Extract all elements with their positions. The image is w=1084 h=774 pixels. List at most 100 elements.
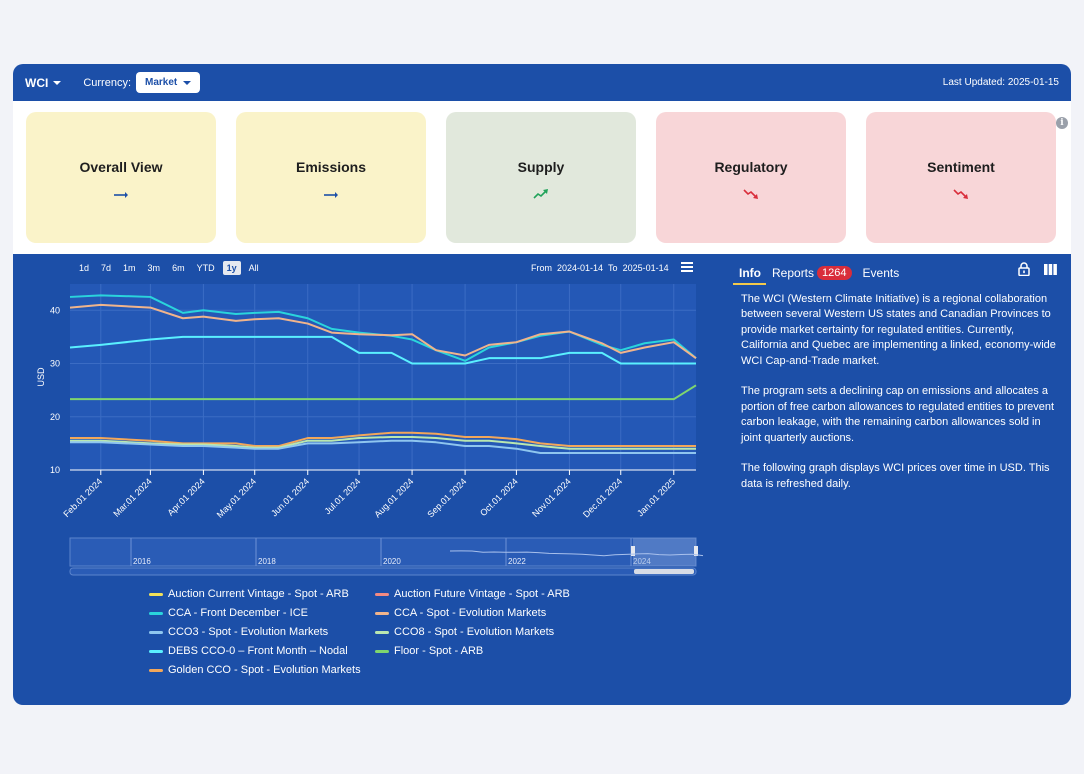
navigator-scrollbar-thumb xyxy=(634,569,694,574)
card-title: Overall View xyxy=(79,158,163,175)
last-updated: Last Updated: 2025-01-15 xyxy=(942,77,1059,88)
legend-label: DEBS CCO-0 – Front Month – Nodal xyxy=(168,645,348,657)
card-regulatory[interactable]: Regulatory xyxy=(656,112,846,243)
legend-item[interactable]: Auction Current Vintage - Spot - ARB xyxy=(149,588,349,600)
arrow-right-icon xyxy=(113,187,129,201)
range-6m[interactable]: 6m xyxy=(172,263,185,273)
navigator-scrollbar xyxy=(69,567,697,576)
tab-label: Events xyxy=(862,266,900,280)
legend-swatch xyxy=(149,611,163,615)
market-selector[interactable]: WCI xyxy=(25,75,62,90)
range-selector: 1d 7d 1m 3m 6m YTD 1y All xyxy=(75,261,263,275)
trending-up-icon xyxy=(533,187,549,201)
to-label: To xyxy=(608,263,618,273)
x-tick-label: May.01 2024 xyxy=(215,476,258,519)
trending-down-icon xyxy=(953,187,969,201)
market-name: WCI xyxy=(25,75,49,90)
legend-label: CCA - Front December - ICE xyxy=(168,607,308,619)
range-3m[interactable]: 3m xyxy=(147,263,161,273)
x-tick-label: Jan.01 2025 xyxy=(635,476,677,518)
legend-swatch xyxy=(375,649,389,653)
legend-item[interactable]: Golden CCO - Spot - Evolution Markets xyxy=(149,664,361,676)
info-panel: Info Reports 1264 Events The WCI (Western… xyxy=(725,254,1071,705)
info-icon[interactable]: i xyxy=(1056,117,1068,129)
info-paragraph: The following graph displays WCI prices … xyxy=(741,462,1050,490)
legend-swatch xyxy=(149,668,163,672)
range-1y[interactable]: 1y xyxy=(222,261,241,275)
x-tick-label: Nov.01 2024 xyxy=(530,476,573,519)
series-line xyxy=(70,431,696,448)
arrow-right-icon xyxy=(323,187,339,201)
currency-select[interactable]: Market xyxy=(136,72,201,93)
x-tick-label: Oct.01 2024 xyxy=(478,476,520,518)
legend-swatch xyxy=(375,611,389,615)
price-chart: 10 20 30 40 USD Feb.01 2024 Mar.01 2024 Apr.01… xyxy=(36,284,704,576)
card-title: Supply xyxy=(517,158,565,175)
series-line xyxy=(70,435,696,450)
y-tick-label: 30 xyxy=(50,359,60,369)
legend-swatch xyxy=(375,630,389,634)
info-paragraph: The WCI (Western Climate Initiative) is … xyxy=(741,293,1056,367)
legend-item[interactable]: Auction Future Vintage - Spot - ARB xyxy=(375,588,570,600)
legend-label: Golden CCO - Spot - Evolution Markets xyxy=(168,664,361,676)
lock-icon[interactable] xyxy=(1018,262,1030,281)
series-line xyxy=(70,439,696,454)
navigator-series xyxy=(449,550,704,557)
legend-item[interactable]: Floor - Spot - ARB xyxy=(375,645,483,657)
legend-label: Auction Future Vintage - Spot - ARB xyxy=(394,588,570,600)
info-tabs: Info Reports 1264 Events xyxy=(739,262,910,284)
card-title: Emissions xyxy=(295,158,367,175)
x-tick-label: Feb.01 2024 xyxy=(61,476,104,519)
range-all[interactable]: All xyxy=(248,263,259,273)
legend-label: CCA - Spot - Evolution Markets xyxy=(394,607,547,619)
navigator-year-label: 2024 xyxy=(633,557,651,566)
range-1m[interactable]: 1m xyxy=(123,263,136,273)
card-supply[interactable]: Supply xyxy=(446,112,636,243)
legend-item[interactable]: CCO8 - Spot - Evolution Markets xyxy=(375,626,554,638)
legend-item[interactable]: CCA - Front December - ICE xyxy=(149,607,308,619)
series-line xyxy=(69,303,697,359)
legend-swatch xyxy=(149,649,163,653)
info-paragraph: The program sets a declining cap on emis… xyxy=(741,385,1055,444)
navigator-handle-right xyxy=(694,546,698,556)
range-1d[interactable]: 1d xyxy=(79,263,90,273)
y-tick-label: 10 xyxy=(50,465,60,475)
card-sentiment[interactable]: Sentiment xyxy=(866,112,1056,243)
navigator-handle-left xyxy=(631,546,635,556)
navigator-year-label: 2018 xyxy=(258,557,276,566)
x-tick-label: Mar.01 2024 xyxy=(111,476,153,518)
legend-item[interactable]: DEBS CCO-0 – Front Month – Nodal xyxy=(149,645,348,657)
y-axis-label: USD xyxy=(36,367,46,387)
navigator-year-label: 2022 xyxy=(508,557,526,566)
card-title: Regulatory xyxy=(714,158,788,175)
to-date-input[interactable]: 2025-01-14 xyxy=(622,263,669,273)
legend-item[interactable]: CCA - Spot - Evolution Markets xyxy=(375,607,546,619)
columns-icon[interactable] xyxy=(1044,262,1057,281)
tab-label: Reports xyxy=(772,266,815,280)
x-tick-label: Dec.01 2024 xyxy=(581,476,624,519)
legend-label: CCO8 - Spot - Evolution Markets xyxy=(394,626,555,638)
legend-item[interactable]: CCO3 - Spot - Evolution Markets xyxy=(149,626,328,638)
legend-label: Auction Current Vintage - Spot - ARB xyxy=(168,588,349,600)
tab-events[interactable]: Events xyxy=(863,262,900,284)
card-emissions[interactable]: Emissions xyxy=(236,112,426,243)
y-tick-label: 20 xyxy=(50,412,60,422)
app-window: WCI Currency: Market Last Updated: 2025-… xyxy=(13,64,1071,705)
currency-label: Currency: xyxy=(83,76,132,89)
tab-info[interactable]: Info xyxy=(739,262,761,284)
range-7d[interactable]: 7d xyxy=(101,263,112,273)
panel-tools xyxy=(1018,262,1057,281)
legend-label: CCO3 - Spot - Evolution Markets xyxy=(168,626,329,638)
navigator-year-label: 2016 xyxy=(133,557,151,566)
y-tick-label: 40 xyxy=(50,305,60,315)
tab-reports[interactable]: Reports 1264 xyxy=(772,262,852,284)
from-label: From xyxy=(531,263,552,273)
range-ytd[interactable]: YTD xyxy=(196,263,215,273)
card-overall-view[interactable]: Overall View xyxy=(26,112,216,243)
navigator-year-label: 2020 xyxy=(383,557,401,566)
legend-swatch xyxy=(149,630,163,634)
trending-down-icon xyxy=(743,187,759,201)
chart-menu-icon[interactable] xyxy=(681,262,693,272)
legend-label: Floor - Spot - ARB xyxy=(394,645,484,657)
from-date-input[interactable]: 2024-01-14 xyxy=(557,263,604,273)
